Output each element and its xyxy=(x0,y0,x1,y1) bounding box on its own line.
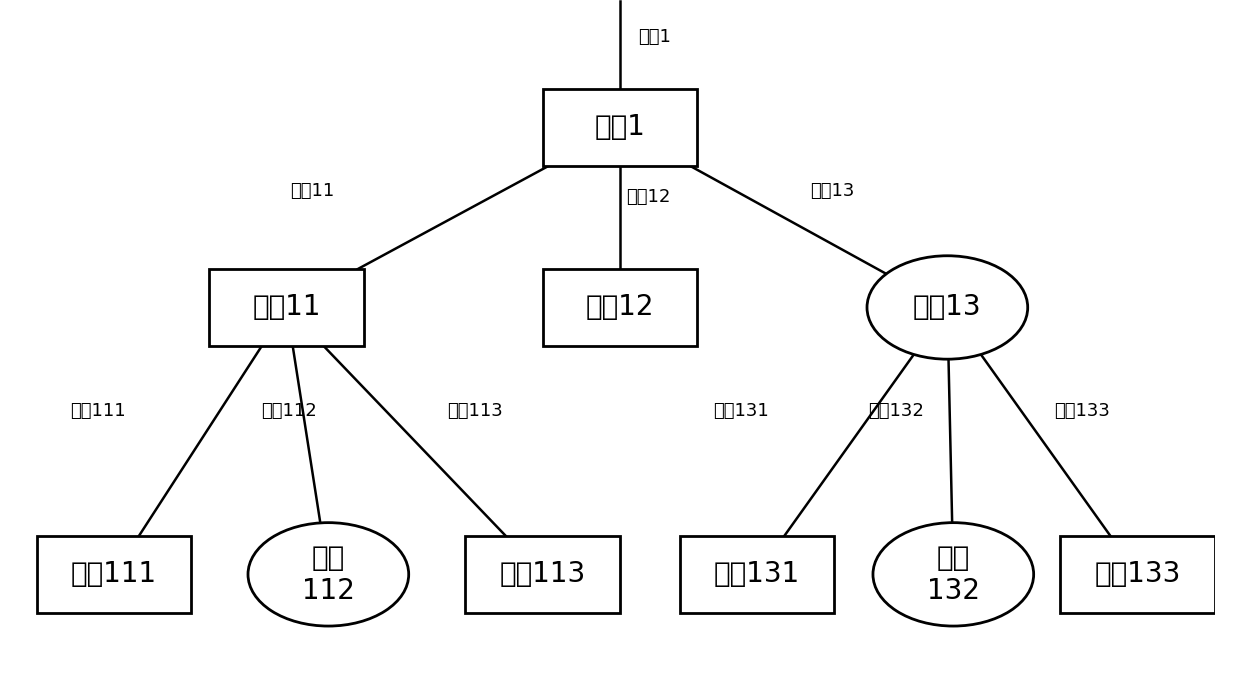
FancyBboxPatch shape xyxy=(210,269,365,346)
Text: 配变12: 配变12 xyxy=(585,293,655,322)
Ellipse shape xyxy=(867,256,1028,359)
FancyBboxPatch shape xyxy=(543,269,697,346)
Text: 配变131: 配变131 xyxy=(714,560,800,589)
Text: 配变
132: 配变 132 xyxy=(926,544,980,605)
Text: 线路11: 线路11 xyxy=(290,181,335,199)
Text: 配变1: 配变1 xyxy=(594,113,646,141)
Text: 线路13: 线路13 xyxy=(811,181,854,199)
Text: 配变111: 配变111 xyxy=(71,560,157,589)
Text: 配变
112: 配变 112 xyxy=(301,544,355,605)
Text: 线路111: 线路111 xyxy=(71,402,126,420)
Text: 线路112: 线路112 xyxy=(260,402,316,420)
Text: 配变113: 配变113 xyxy=(500,560,585,589)
Text: 线路132: 线路132 xyxy=(868,402,924,420)
Text: 线路113: 线路113 xyxy=(448,402,503,420)
FancyBboxPatch shape xyxy=(1060,536,1215,613)
FancyBboxPatch shape xyxy=(543,89,697,165)
FancyBboxPatch shape xyxy=(465,536,620,613)
FancyBboxPatch shape xyxy=(680,536,835,613)
Text: 配变13: 配变13 xyxy=(913,293,982,322)
Ellipse shape xyxy=(248,523,409,626)
FancyBboxPatch shape xyxy=(37,536,191,613)
Text: 线路1: 线路1 xyxy=(637,28,671,47)
Text: 线路133: 线路133 xyxy=(1054,402,1110,420)
Text: 线路131: 线路131 xyxy=(713,402,769,420)
Text: 配变133: 配变133 xyxy=(1095,560,1180,589)
Text: 线路12: 线路12 xyxy=(626,188,671,206)
Text: 配变11: 配变11 xyxy=(253,293,321,322)
Ellipse shape xyxy=(873,523,1034,626)
